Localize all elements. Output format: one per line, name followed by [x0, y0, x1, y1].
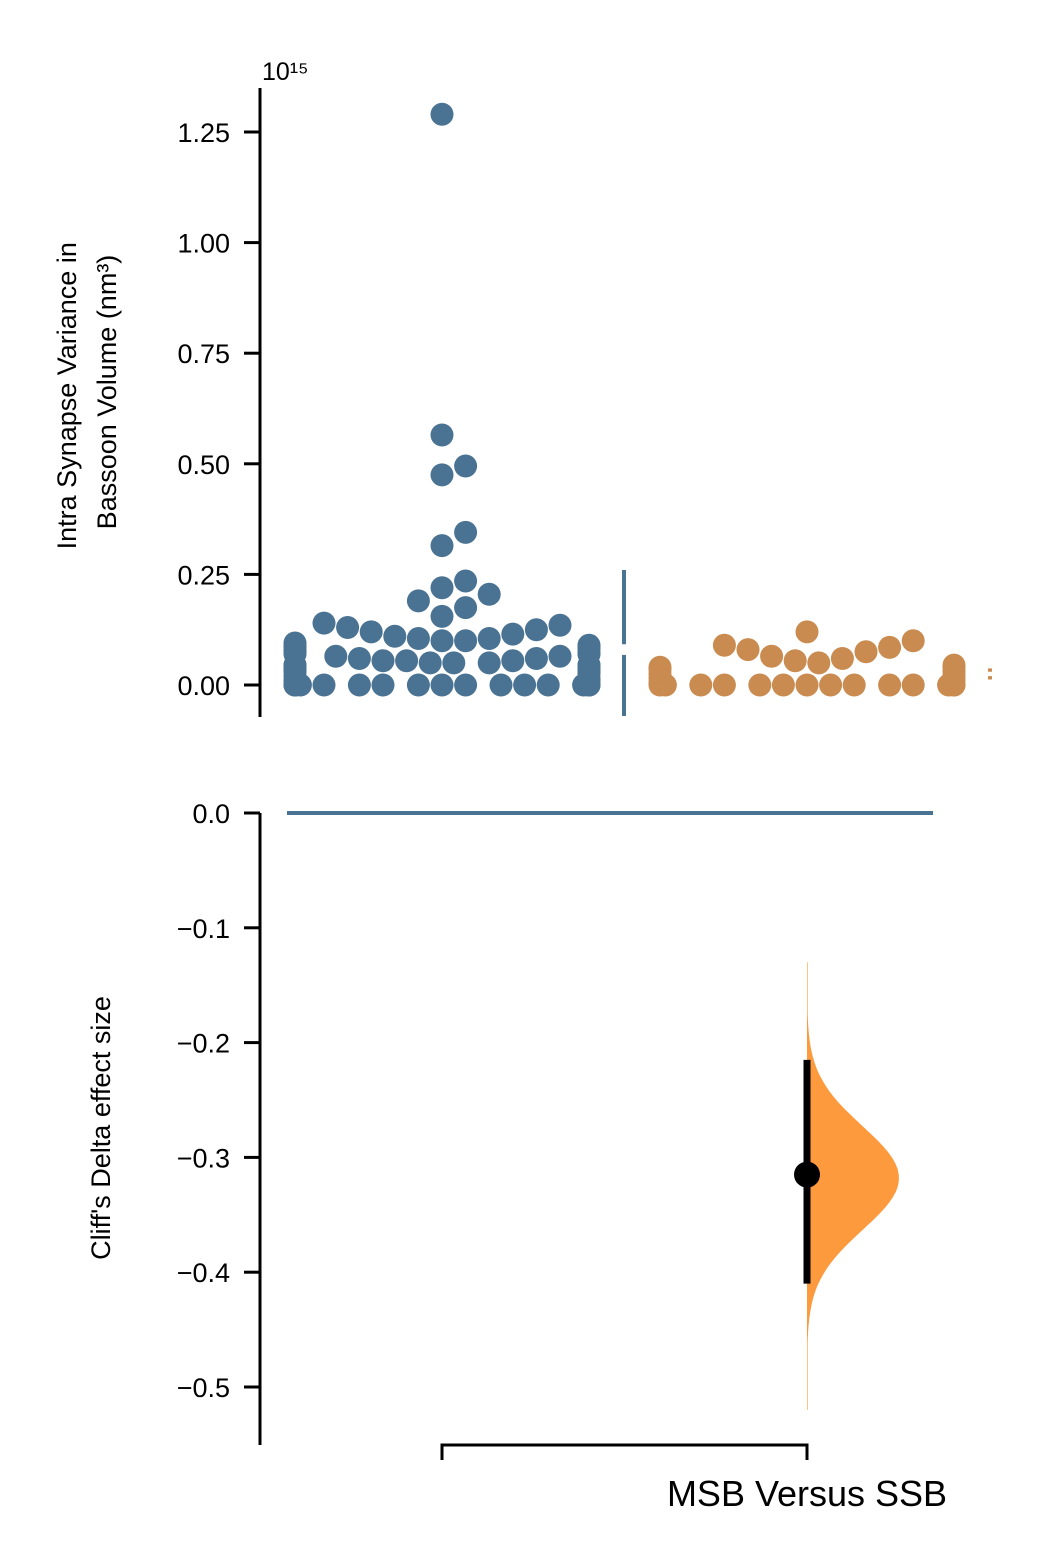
swarm-point	[854, 640, 878, 664]
swarm-point	[830, 647, 854, 670]
swarm-point	[454, 629, 478, 653]
swarm-point	[878, 673, 902, 697]
effect-y-tick-label: −0.3	[177, 1143, 230, 1173]
swarm-point	[477, 627, 501, 650]
swarm-point	[548, 613, 572, 637]
swarm-point	[771, 673, 795, 697]
swarm-point	[689, 673, 713, 697]
swarm-point	[760, 644, 784, 668]
swarm-panel: 10¹⁵ 0.00 0.25 0.50 0.75 1.00 1.25 Intra Syna…	[52, 58, 992, 717]
swarm-point	[577, 633, 601, 657]
swarm-point	[336, 616, 360, 639]
swarm-point	[406, 627, 430, 650]
effect-y-tick-label: −0.4	[177, 1258, 230, 1288]
effect-y-tick-label: 0.0	[192, 799, 230, 829]
swarm-point	[454, 569, 478, 593]
swarm-point	[371, 673, 395, 697]
swarm-point	[819, 673, 843, 697]
swarm-point	[324, 644, 348, 668]
swarm-point	[418, 651, 442, 675]
bootstrap-distribution	[807, 962, 899, 1410]
swarm-point	[712, 633, 736, 657]
effect-panel: 0.0 −0.1 −0.2 −0.3 −0.4 −0.5 Cliff's Delta ef…	[86, 799, 947, 1514]
swarm-point	[712, 673, 736, 697]
swarm-y-tick-label: 0.50	[177, 450, 230, 480]
swarm-point	[430, 463, 454, 487]
swarm-y-ticks: 0.00 0.25 0.50 0.75 1.00 1.25	[177, 118, 260, 701]
swarm-point	[430, 629, 454, 653]
swarm-point	[312, 611, 336, 635]
swarm-point	[430, 576, 454, 600]
swarm-point	[430, 423, 454, 447]
swarm-point	[430, 534, 454, 558]
effect-y-axis-title: Cliff's Delta effect size	[86, 996, 116, 1260]
swarm-point	[536, 673, 560, 697]
swarm-point	[736, 638, 760, 662]
swarm-point	[359, 620, 383, 644]
swarm-y-tick-label: 0.25	[177, 560, 230, 590]
swarm-point	[842, 673, 866, 697]
swarm-point	[942, 653, 966, 677]
swarm-point	[454, 596, 478, 620]
effect-y-tick-label: −0.2	[177, 1029, 230, 1059]
group-summary-bars	[622, 569, 992, 716]
swarm-point	[795, 673, 819, 697]
swarm-point	[901, 629, 925, 653]
swarm-point	[783, 649, 807, 673]
swarm-y-tick-label: 1.25	[177, 118, 230, 148]
effect-estimate-point	[794, 1161, 820, 1188]
swarm-point	[430, 673, 454, 697]
swarm-point	[347, 673, 371, 697]
swarm-point	[795, 620, 819, 644]
swarm-y-axis-title-line2: Bassoon Volume (nm³)	[92, 255, 122, 530]
effect-y-tick-label: −0.1	[177, 914, 230, 944]
swarm-point	[283, 631, 307, 655]
effect-y-tick-label: −0.5	[177, 1373, 230, 1403]
swarm-point	[477, 651, 501, 675]
swarm-point	[489, 673, 513, 697]
swarm-points	[283, 102, 966, 697]
swarm-y-tick-label: 0.75	[177, 339, 230, 369]
swarm-point	[406, 673, 430, 697]
swarm-point	[312, 673, 336, 697]
swarm-point	[548, 644, 572, 668]
swarm-point	[395, 649, 419, 673]
swarm-point	[406, 589, 430, 613]
comparison-label: MSB Versus SSB	[667, 1473, 947, 1514]
swarm-point	[513, 673, 537, 697]
swarm-y-axis-title-line1: Intra Synapse Variance in	[52, 242, 82, 549]
y-axis-exponent: 10¹⁵	[262, 58, 309, 86]
swarm-point	[430, 102, 454, 126]
swarm-y-axis-title: Intra Synapse Variance in Bassoon Volume…	[52, 235, 122, 550]
swarm-point	[454, 673, 478, 697]
swarm-point	[371, 649, 395, 673]
swarm-point	[442, 651, 466, 675]
swarm-point	[878, 635, 902, 659]
comparison-bracket	[440, 1443, 809, 1460]
swarm-point	[454, 520, 478, 544]
swarm-point	[477, 582, 501, 606]
swarm-point	[501, 649, 525, 673]
swarm-point	[748, 673, 772, 697]
swarm-point	[648, 655, 672, 679]
swarm-y-tick-label: 0.00	[177, 671, 230, 701]
swarm-point	[901, 673, 925, 697]
swarm-point	[430, 604, 454, 628]
swarm-point	[347, 647, 371, 670]
swarm-point	[524, 647, 548, 670]
swarm-point	[454, 454, 478, 478]
swarm-point	[501, 622, 525, 646]
swarm-point	[524, 618, 548, 642]
swarm-y-tick-label: 1.00	[177, 229, 230, 259]
swarm-point	[807, 651, 831, 675]
swarm-point	[383, 624, 407, 648]
effect-y-ticks: 0.0 −0.1 −0.2 −0.3 −0.4 −0.5	[177, 799, 260, 1403]
